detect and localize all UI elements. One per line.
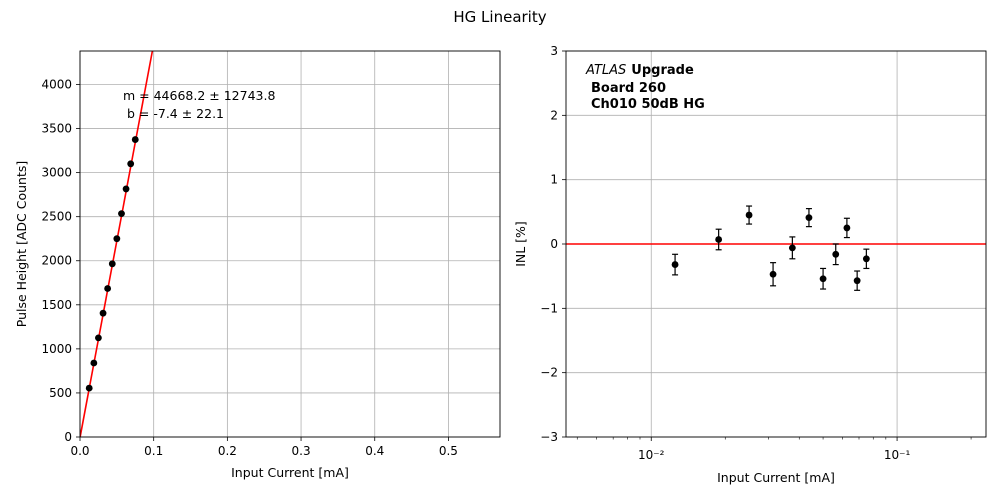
- y-tick-label: 0: [550, 237, 558, 251]
- inl-data-point: [819, 275, 827, 283]
- y-tick-label: 500: [49, 386, 72, 400]
- y-tick-label: −1: [540, 301, 558, 315]
- x-tick-label: 0.2: [218, 444, 237, 458]
- y-tick-label: 3500: [41, 122, 72, 136]
- x-tick-label: 0.0: [70, 444, 89, 458]
- data-point: [131, 136, 139, 143]
- inl-data-point: [805, 214, 813, 222]
- data-point: [104, 285, 112, 292]
- y-tick-label: 1: [550, 173, 558, 187]
- atlas-label: ATLAS Upgrade: [585, 63, 694, 78]
- fit-intercept-annotation: b = -7.4 ± 22.1: [127, 106, 224, 121]
- right-axes-frame: [565, 50, 987, 438]
- inl-data-point: [769, 270, 777, 278]
- y-axis-label: INL [%]: [513, 221, 528, 267]
- y-tick-label: 3: [550, 44, 558, 58]
- data-point: [95, 334, 102, 342]
- x-tick-label: 0.5: [439, 444, 458, 458]
- channel-label: Ch010 50dB HG: [591, 97, 705, 112]
- left-axes-frame: [79, 50, 501, 438]
- y-tick-label: 2000: [41, 254, 72, 268]
- linearity-panel: 0.0 0.1 0.2 0.3 0.4 0.5 0 500 1000 1500 2000 2500 30…: [14, 50, 501, 480]
- data-point: [108, 260, 116, 268]
- x-tick-label: 0.3: [292, 444, 311, 458]
- y-tick-label: 2: [550, 108, 558, 122]
- data-point: [122, 185, 130, 193]
- inl-data-point: [745, 211, 753, 219]
- inl-data-point: [862, 255, 870, 263]
- x-tick-label: 10⁻¹: [884, 448, 911, 462]
- x-axis-label: Input Current [mA]: [717, 470, 835, 485]
- y-tick-label: −2: [540, 366, 558, 380]
- data-point: [118, 210, 125, 217]
- y-tick-label: −3: [540, 430, 558, 444]
- x-axis-label: Input Current [mA]: [231, 465, 349, 480]
- y-axis-label: Pulse Height [ADC Counts]: [14, 161, 29, 327]
- inl-data-point: [843, 224, 851, 232]
- data-point: [127, 160, 135, 168]
- inl-data-point: [671, 261, 679, 268]
- figure-suptitle: HG Linearity: [453, 8, 546, 26]
- data-point: [85, 384, 93, 392]
- y-tick-label: 0: [64, 430, 72, 444]
- x-tick-label: 0.4: [365, 444, 384, 458]
- data-point: [90, 359, 98, 367]
- fit-slope-annotation: m = 44668.2 ± 12743.8: [123, 88, 275, 103]
- atlas-tag: Upgrade: [631, 63, 694, 78]
- y-tick-label: 1500: [41, 298, 72, 312]
- atlas-experiment: ATLAS: [585, 63, 626, 78]
- y-tick-label: 4000: [41, 77, 72, 91]
- data-point: [113, 235, 121, 243]
- inl-data-point: [853, 277, 861, 285]
- fit-line: [80, 51, 154, 437]
- x-tick-label: 0.1: [144, 444, 163, 458]
- board-label: Board 260: [591, 81, 666, 96]
- data-point: [99, 309, 107, 317]
- inl-data-point: [788, 244, 796, 252]
- y-tick-label: 3000: [41, 166, 72, 180]
- inl-data-point: [715, 236, 723, 243]
- y-tick-label: 1000: [41, 342, 72, 356]
- y-tick-label: 2500: [41, 210, 72, 224]
- inl-data-point: [832, 250, 840, 258]
- inl-panel: 10⁻² 10⁻¹ −3 −2 −1 0 1 2 3 Input Current [mA] INL …: [513, 44, 987, 485]
- x-tick-label: 10⁻²: [638, 448, 665, 462]
